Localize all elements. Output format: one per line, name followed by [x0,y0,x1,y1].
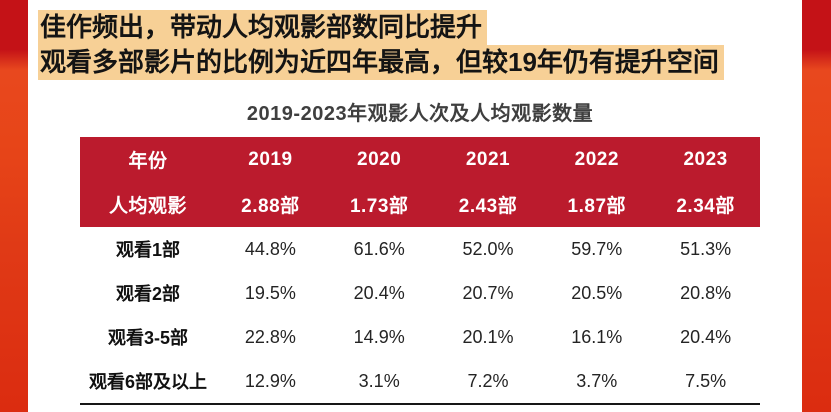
data-cell-value: 14.9% [353,326,405,347]
data-cell-value: 12.9% [244,370,296,391]
headline-line-2: 观看多部影片的比例为近四年最高，但较19年仍有提升空间 [38,45,724,80]
data-cell-value: 20.4% [680,326,732,347]
header-cell-value: 2022 [574,148,619,170]
data-cell-value: 20.5% [571,282,623,303]
data-cell-value: 52.0% [462,238,514,259]
header-cell-value: 2021 [465,148,511,170]
table-title: 2019-2023年观影人次及人均观影数量 [246,103,594,125]
header-cell-value: 2020 [357,148,402,170]
header-cell-value: 2023 [683,148,728,170]
data-cell-value: 61.6% [353,238,405,259]
data-cell-value: 44.8% [244,238,296,259]
metric-cell-value: 1.87部 [567,196,627,217]
table-data-row: 观看6部及以上 12.9% 3.1% 7.2% 3.7% 7.5% [80,359,760,403]
data-cell-value: 7.2% [467,370,509,391]
data-cell-value: 20.1% [462,326,514,347]
table-metric-row: 人均观影 2.88部 1.73部 2.43部 1.87部 2.34部 [80,182,760,227]
data-cell-value: 51.3% [680,238,732,259]
data-cell-value: 22.8% [244,326,296,347]
statistics-table: 年份 2019 2020 2021 2022 2023 人均观影 2.88部 1.73部 2.43… [80,137,760,405]
data-cell-value: 3.1% [358,370,400,391]
data-cell-value: 20.8% [680,282,732,303]
table-data-row: 观看2部 19.5% 20.4% 20.7% 20.5% 20.8% [80,271,760,315]
data-cell-value: 19.5% [244,282,296,303]
data-cell-value: 7.5% [685,370,727,391]
right-red-edge-decoration [802,0,831,412]
data-cell-value: 3.7% [576,370,618,391]
data-cell-value: 20.7% [462,282,514,303]
metric-cell-value: 2.43部 [458,196,518,217]
metric-cell-value: 2.34部 [676,196,735,217]
data-cell-value: 20.4% [353,282,405,303]
data-cell-label: 观看2部 [115,284,180,304]
metric-cell-value: 1.73部 [349,196,409,217]
left-red-edge-decoration [0,0,28,412]
data-cell-label: 观看3-5部 [107,328,188,348]
header-cell-label: 年份 [128,151,168,172]
data-cell-value: 59.7% [571,238,623,259]
data-cell-label: 观看1部 [115,240,180,260]
table-data-row: 观看3-5部 22.8% 14.9% 20.1% 16.1% 20.4% [80,315,760,359]
metric-cell-label: 人均观影 [108,196,187,217]
data-cell-label: 观看6部及以上 [88,372,207,392]
headline-line-1: 佳作频出，带动人均观影部数同比提升 [38,10,488,45]
table-data-row: 观看1部 44.8% 61.6% 52.0% 59.7% 51.3% [80,227,760,271]
header-cell-value: 2019 [248,148,293,170]
metric-cell-value: 2.88部 [241,196,300,217]
data-cell-value: 16.1% [571,326,623,347]
headline: 佳作频出，带动人均观影部数同比提升 观看多部影片的比例为近四年最高，但较19年仍… [38,10,724,80]
table-header-row: 年份 2019 2020 2021 2022 2023 [80,137,760,182]
